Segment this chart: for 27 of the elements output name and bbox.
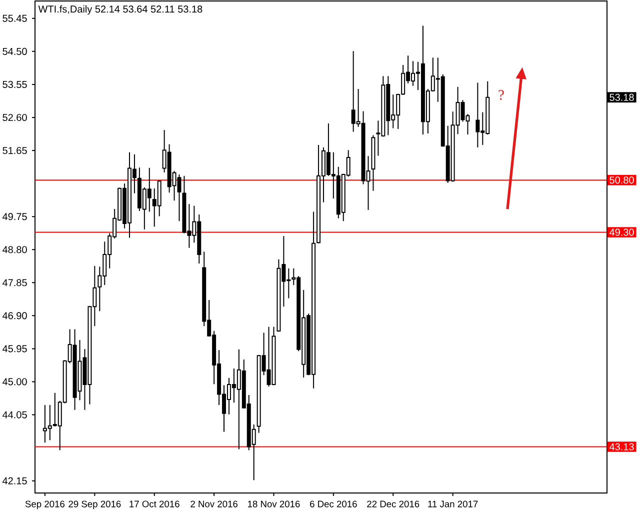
chart-title: WTI.fs,Daily 52.14 53.64 52.11 53.18 xyxy=(38,5,202,15)
x-tick-label: 6 Dec 2016 xyxy=(310,500,357,508)
y-tick-label: 45.95 xyxy=(2,345,27,352)
x-tick-label: 11 Jan 2017 xyxy=(428,500,478,508)
y-tick-label: 49.75 xyxy=(2,213,27,220)
text: 53.18 xyxy=(610,94,634,101)
y-tick-label: 53.55 xyxy=(2,80,27,88)
x-tick-label: 18 Nov 2016 xyxy=(248,500,300,508)
x-tick-label: 2 Nov 2016 xyxy=(190,500,238,508)
y-tick-label: 51.65 xyxy=(2,146,27,154)
y-tick-label: 47.85 xyxy=(2,279,27,286)
y-tick-label: 48.80 xyxy=(2,246,27,254)
y-tick-label: 45.00 xyxy=(2,378,27,386)
x-tick-label: Sep 2016 xyxy=(25,500,64,510)
x-tick-label: 29 Sep 2016 xyxy=(68,500,121,510)
ref-line-label: 49.30 xyxy=(610,228,634,236)
x-tick-label: 17 Oct 2016 xyxy=(130,500,180,508)
ref-line-label: 50.80 xyxy=(610,176,634,184)
ref-line-label: 43.13 xyxy=(610,443,634,450)
y-tick-label: 52.60 xyxy=(2,114,27,122)
y-tick-label: 42.15 xyxy=(2,477,27,484)
y-tick-label: 55.45 xyxy=(2,14,27,22)
text: ? xyxy=(498,90,504,100)
y-tick-label: 54.50 xyxy=(2,48,27,55)
y-tick-label: 44.05 xyxy=(2,411,27,418)
x-tick-label: 22 Dec 2016 xyxy=(367,500,420,508)
y-tick-label: 46.90 xyxy=(2,312,27,320)
